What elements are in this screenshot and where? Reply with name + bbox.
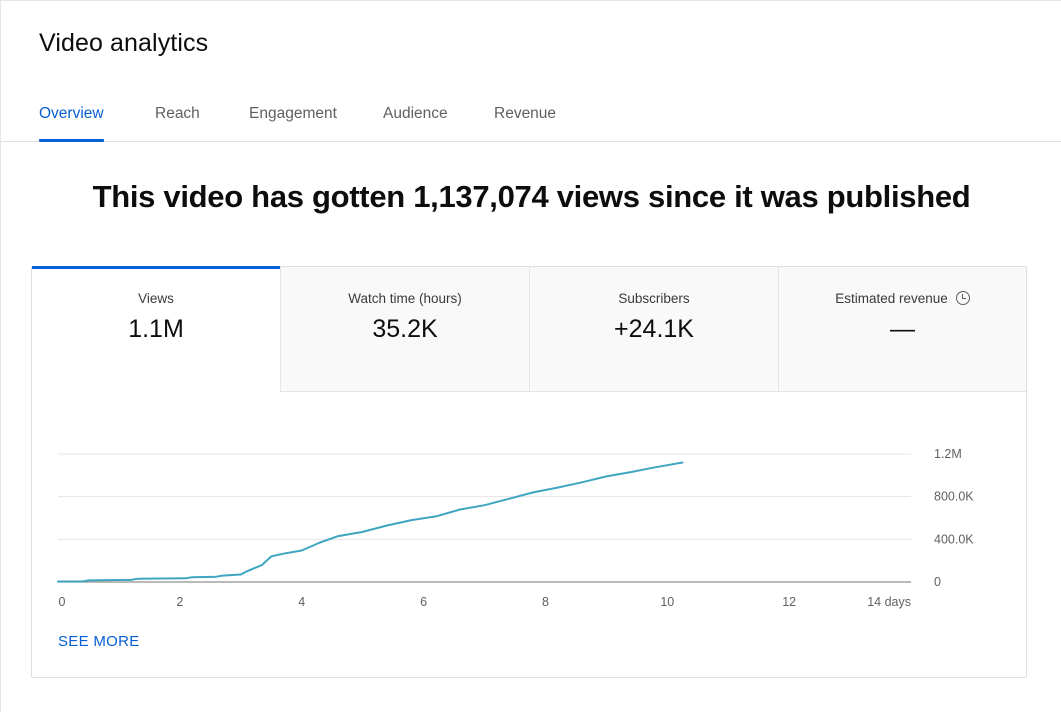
y-tick-label: 800.0K: [934, 490, 974, 504]
x-tick-label: 4: [298, 595, 305, 609]
metric-value-views: 1.1M: [128, 315, 184, 343]
tab-audience[interactable]: Audience: [383, 105, 448, 122]
tab-engagement[interactable]: Engagement: [249, 105, 337, 122]
see-more-link[interactable]: SEE MORE: [58, 633, 140, 650]
metric-label-estimated-revenue: Estimated revenue: [835, 291, 948, 306]
metric-value-watch-time: 35.2K: [372, 315, 438, 343]
tab-bar: Overview Reach Engagement Audience Reven…: [1, 95, 1061, 142]
x-tick-label: 10: [660, 595, 674, 609]
clock-icon: [955, 291, 970, 305]
tab-revenue[interactable]: Revenue: [494, 105, 557, 122]
y-tick-label: 400.0K: [934, 532, 974, 546]
x-tick-label: 12: [782, 595, 796, 609]
x-tick-label: 0: [59, 595, 66, 609]
x-tick-label: 14 days: [867, 595, 911, 609]
metric-label-views: Views: [138, 291, 174, 306]
y-tick-label: 0: [934, 575, 941, 589]
metric-value-subscribers: +24.1K: [614, 315, 694, 343]
metric-label-revenue-row: Estimated revenue: [779, 291, 1026, 306]
page-title: Video analytics: [39, 29, 209, 57]
metric-label-subscribers: Subscribers: [618, 291, 690, 306]
tab-overview[interactable]: Overview: [39, 105, 104, 142]
y-tick-label: 1.2M: [934, 447, 962, 461]
x-tick-label: 2: [176, 595, 183, 609]
x-tick-label: 8: [542, 595, 549, 609]
metric-tab-watch-time[interactable]: Watch time (hours) 35.2K: [280, 267, 529, 392]
metric-tab-views[interactable]: Views 1.1M: [32, 266, 280, 392]
metric-value-estimated-revenue: —: [890, 315, 915, 343]
views-series-line: [57, 461, 684, 583]
x-tick-label: 6: [420, 595, 427, 609]
tab-reach[interactable]: Reach: [155, 105, 200, 122]
metric-tab-subscribers[interactable]: Subscribers +24.1K: [529, 267, 778, 392]
views-headline: This video has gotten 1,137,074 views si…: [92, 179, 971, 214]
metric-label-watch-time: Watch time (hours): [348, 291, 462, 306]
metric-tab-estimated-revenue[interactable]: Estimated revenue —: [778, 267, 1026, 392]
metrics-card: Views 1.1M Watch time (hours) 35.2K Subs…: [31, 266, 1027, 678]
